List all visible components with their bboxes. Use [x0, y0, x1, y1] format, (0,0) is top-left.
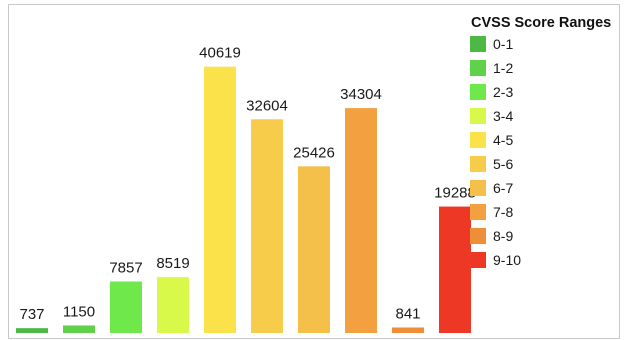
legend-label-0-1: 0-1	[493, 36, 513, 52]
bar-value-label-2-3: 7857	[109, 259, 142, 276]
bar-value-label-1-2: 1150	[63, 303, 95, 320]
bar-5-6	[251, 119, 283, 333]
bar-0-1	[16, 328, 48, 333]
legend-label-9-10: 9-10	[493, 252, 521, 268]
legend-label-5-6: 5-6	[493, 156, 513, 172]
legend-swatch-8-9	[470, 228, 486, 244]
bar-7-8	[345, 108, 377, 333]
bar-6-7	[298, 166, 330, 333]
legend-items: 0-1 1-2 2-3 3-4 4-5 5-6 6-7 7-8 8-9 9-10	[470, 36, 521, 268]
legend-swatch-0-1	[470, 36, 486, 52]
legend-label-7-8: 7-8	[493, 204, 513, 220]
bar-1-2	[63, 325, 95, 333]
legend-label-2-3: 2-3	[493, 84, 513, 100]
legend-swatch-3-4	[470, 108, 486, 124]
legend-swatch-5-6	[470, 156, 486, 172]
bar-2-3	[110, 281, 142, 333]
bar-value-label-3-4: 8519	[156, 255, 189, 272]
bar-value-label-0-1: 737	[19, 306, 44, 323]
bar-value-label-5-6: 32604	[246, 97, 288, 114]
bar-3-4	[157, 277, 189, 333]
bar-8-9	[392, 327, 424, 333]
legend-swatch-9-10	[470, 252, 486, 268]
legend-label-6-7: 6-7	[493, 180, 513, 196]
bar-value-label-4-5: 40619	[199, 45, 241, 62]
legend-label-4-5: 4-5	[493, 132, 513, 148]
bar-labels-group: 737 1150 7857 8519 40619 32604 25426 34304 841 19…	[19, 45, 475, 323]
legend-swatch-2-3	[470, 84, 486, 100]
bar-9-10	[439, 206, 471, 333]
bar-value-label-8-9: 841	[395, 305, 420, 322]
chart-frame	[8, 4, 620, 339]
legend-title: CVSS Score Ranges	[471, 15, 611, 31]
legend-swatch-7-8	[470, 204, 486, 220]
legend-label-8-9: 8-9	[493, 228, 513, 244]
bar-value-label-9-10: 19288	[434, 185, 476, 202]
legend-label-3-4: 3-4	[493, 108, 513, 124]
legend-label-1-2: 1-2	[493, 60, 513, 76]
legend-swatch-6-7	[470, 180, 486, 196]
bar-value-label-6-7: 25426	[293, 144, 335, 161]
bar-value-label-7-8: 34304	[340, 86, 382, 103]
legend-swatch-1-2	[470, 60, 486, 76]
legend: CVSS Score Ranges 0-1 1-2 2-3 3-4 4-5 5-6 6-7 7…	[470, 15, 611, 268]
legend-swatch-4-5	[470, 132, 486, 148]
bar-4-5	[204, 66, 236, 334]
bars-group	[16, 66, 471, 334]
